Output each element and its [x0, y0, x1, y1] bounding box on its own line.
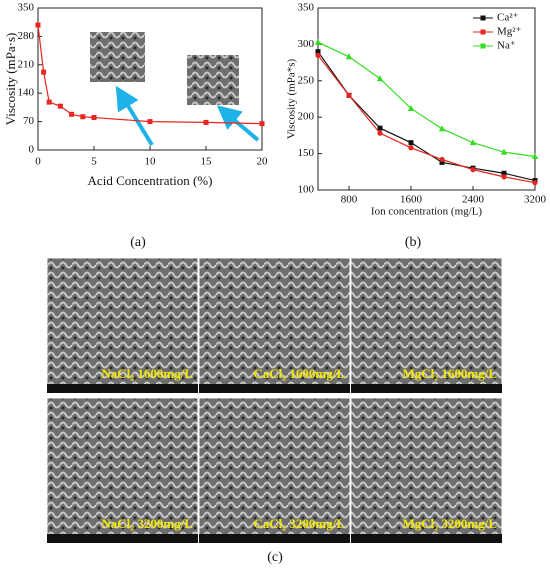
legend-label: Mg²⁺ — [497, 26, 522, 38]
y-tick-label: 250 — [298, 74, 315, 86]
x-tick-label: 5 — [91, 156, 97, 168]
marker — [46, 99, 52, 105]
sem-image — [198, 257, 351, 394]
y-tick-label: 140 — [18, 87, 35, 99]
marker — [41, 69, 47, 75]
legend-label: Na⁺ — [497, 40, 516, 52]
inset-image — [90, 32, 145, 82]
y-axis-label: Viscosity (mPa·s) — [3, 33, 18, 126]
marker — [346, 92, 352, 98]
scale-bar — [47, 384, 198, 393]
y-tick-label: 300 — [298, 38, 315, 50]
scale-bar — [199, 384, 350, 393]
sem-image — [350, 397, 503, 544]
legend-swatch — [480, 15, 486, 21]
marker — [439, 159, 445, 165]
sem-label: CaCl₂ 1600mg/L — [253, 366, 345, 381]
x-tick-label: 800 — [341, 194, 358, 206]
y-tick-label: 280 — [18, 30, 35, 42]
series-line — [317, 51, 536, 182]
x-tick-label: 20 — [257, 156, 269, 168]
x-tick-label: 10 — [145, 156, 157, 168]
legend-swatch — [480, 29, 486, 35]
scale-bar — [351, 534, 502, 543]
legend-label: Ca²⁺ — [497, 12, 519, 24]
legend-swatch — [480, 43, 486, 49]
marker — [408, 140, 414, 146]
marker — [439, 156, 445, 163]
scale-bar — [199, 534, 350, 543]
marker — [147, 119, 153, 125]
y-tick-label: 150 — [298, 147, 315, 159]
sem-image — [46, 397, 199, 544]
plot-frame — [317, 7, 536, 191]
marker — [408, 145, 414, 151]
marker — [377, 130, 383, 136]
x-tick-label: 1600 — [400, 194, 423, 206]
sem-label: NaCl₂ 3200mg/L — [101, 516, 193, 531]
marker — [376, 75, 384, 82]
sem-image — [198, 397, 351, 544]
series-line — [317, 41, 536, 158]
marker — [438, 125, 446, 132]
marker — [500, 148, 508, 155]
marker — [314, 38, 322, 45]
marker — [345, 53, 353, 60]
panel-label: (a) — [130, 235, 146, 250]
inset-image — [187, 55, 239, 105]
marker — [532, 180, 538, 186]
marker — [407, 104, 415, 111]
sem-label: MgCl₂ 3200mg/L — [402, 516, 497, 531]
marker — [315, 52, 321, 58]
y-tick-label: 350 — [298, 2, 315, 14]
y-tick-label: 70 — [23, 115, 35, 127]
y-tick-label: 210 — [18, 58, 35, 70]
x-axis-label: Ion concentration (mg/L) — [371, 206, 483, 218]
sem-image — [350, 257, 503, 394]
marker — [470, 167, 476, 173]
y-axis-label: Viscosity (mPa*s) — [286, 59, 298, 140]
scale-bar — [47, 534, 198, 543]
marker — [531, 153, 539, 160]
y-tick-label: 100 — [298, 184, 315, 196]
scale-bar — [351, 384, 502, 393]
marker — [91, 115, 97, 121]
x-tick-label: 15 — [201, 156, 213, 168]
sem-label: CaCl₂ 3200mg/L — [253, 516, 345, 531]
sem-label: MgCl₂ 1600mg/L — [402, 366, 497, 381]
marker — [501, 174, 507, 180]
panel-label: (b) — [405, 235, 422, 250]
x-tick-label: 3200 — [524, 194, 547, 206]
x-axis-label: Acid Concentration (%) — [88, 173, 213, 188]
marker — [469, 139, 477, 146]
x-tick-label: 2400 — [462, 194, 485, 206]
x-tick-label: 0 — [35, 156, 41, 168]
marker — [377, 125, 383, 131]
sem-label: NaCl₂ 1600mg/L — [101, 366, 193, 381]
marker — [69, 111, 75, 117]
y-tick-label: 200 — [298, 111, 315, 123]
marker — [57, 103, 63, 109]
marker — [501, 170, 507, 176]
series-line — [37, 24, 263, 125]
sem-image — [46, 257, 199, 394]
marker — [315, 49, 321, 55]
marker — [35, 22, 41, 28]
y-tick-label: 350 — [18, 2, 35, 14]
series-line — [317, 54, 536, 184]
arrow — [216, 105, 260, 142]
panel-label: (c) — [267, 550, 283, 565]
y-tick-label: 0 — [29, 144, 35, 156]
marker — [259, 121, 265, 127]
marker — [203, 119, 209, 125]
marker — [80, 114, 86, 120]
